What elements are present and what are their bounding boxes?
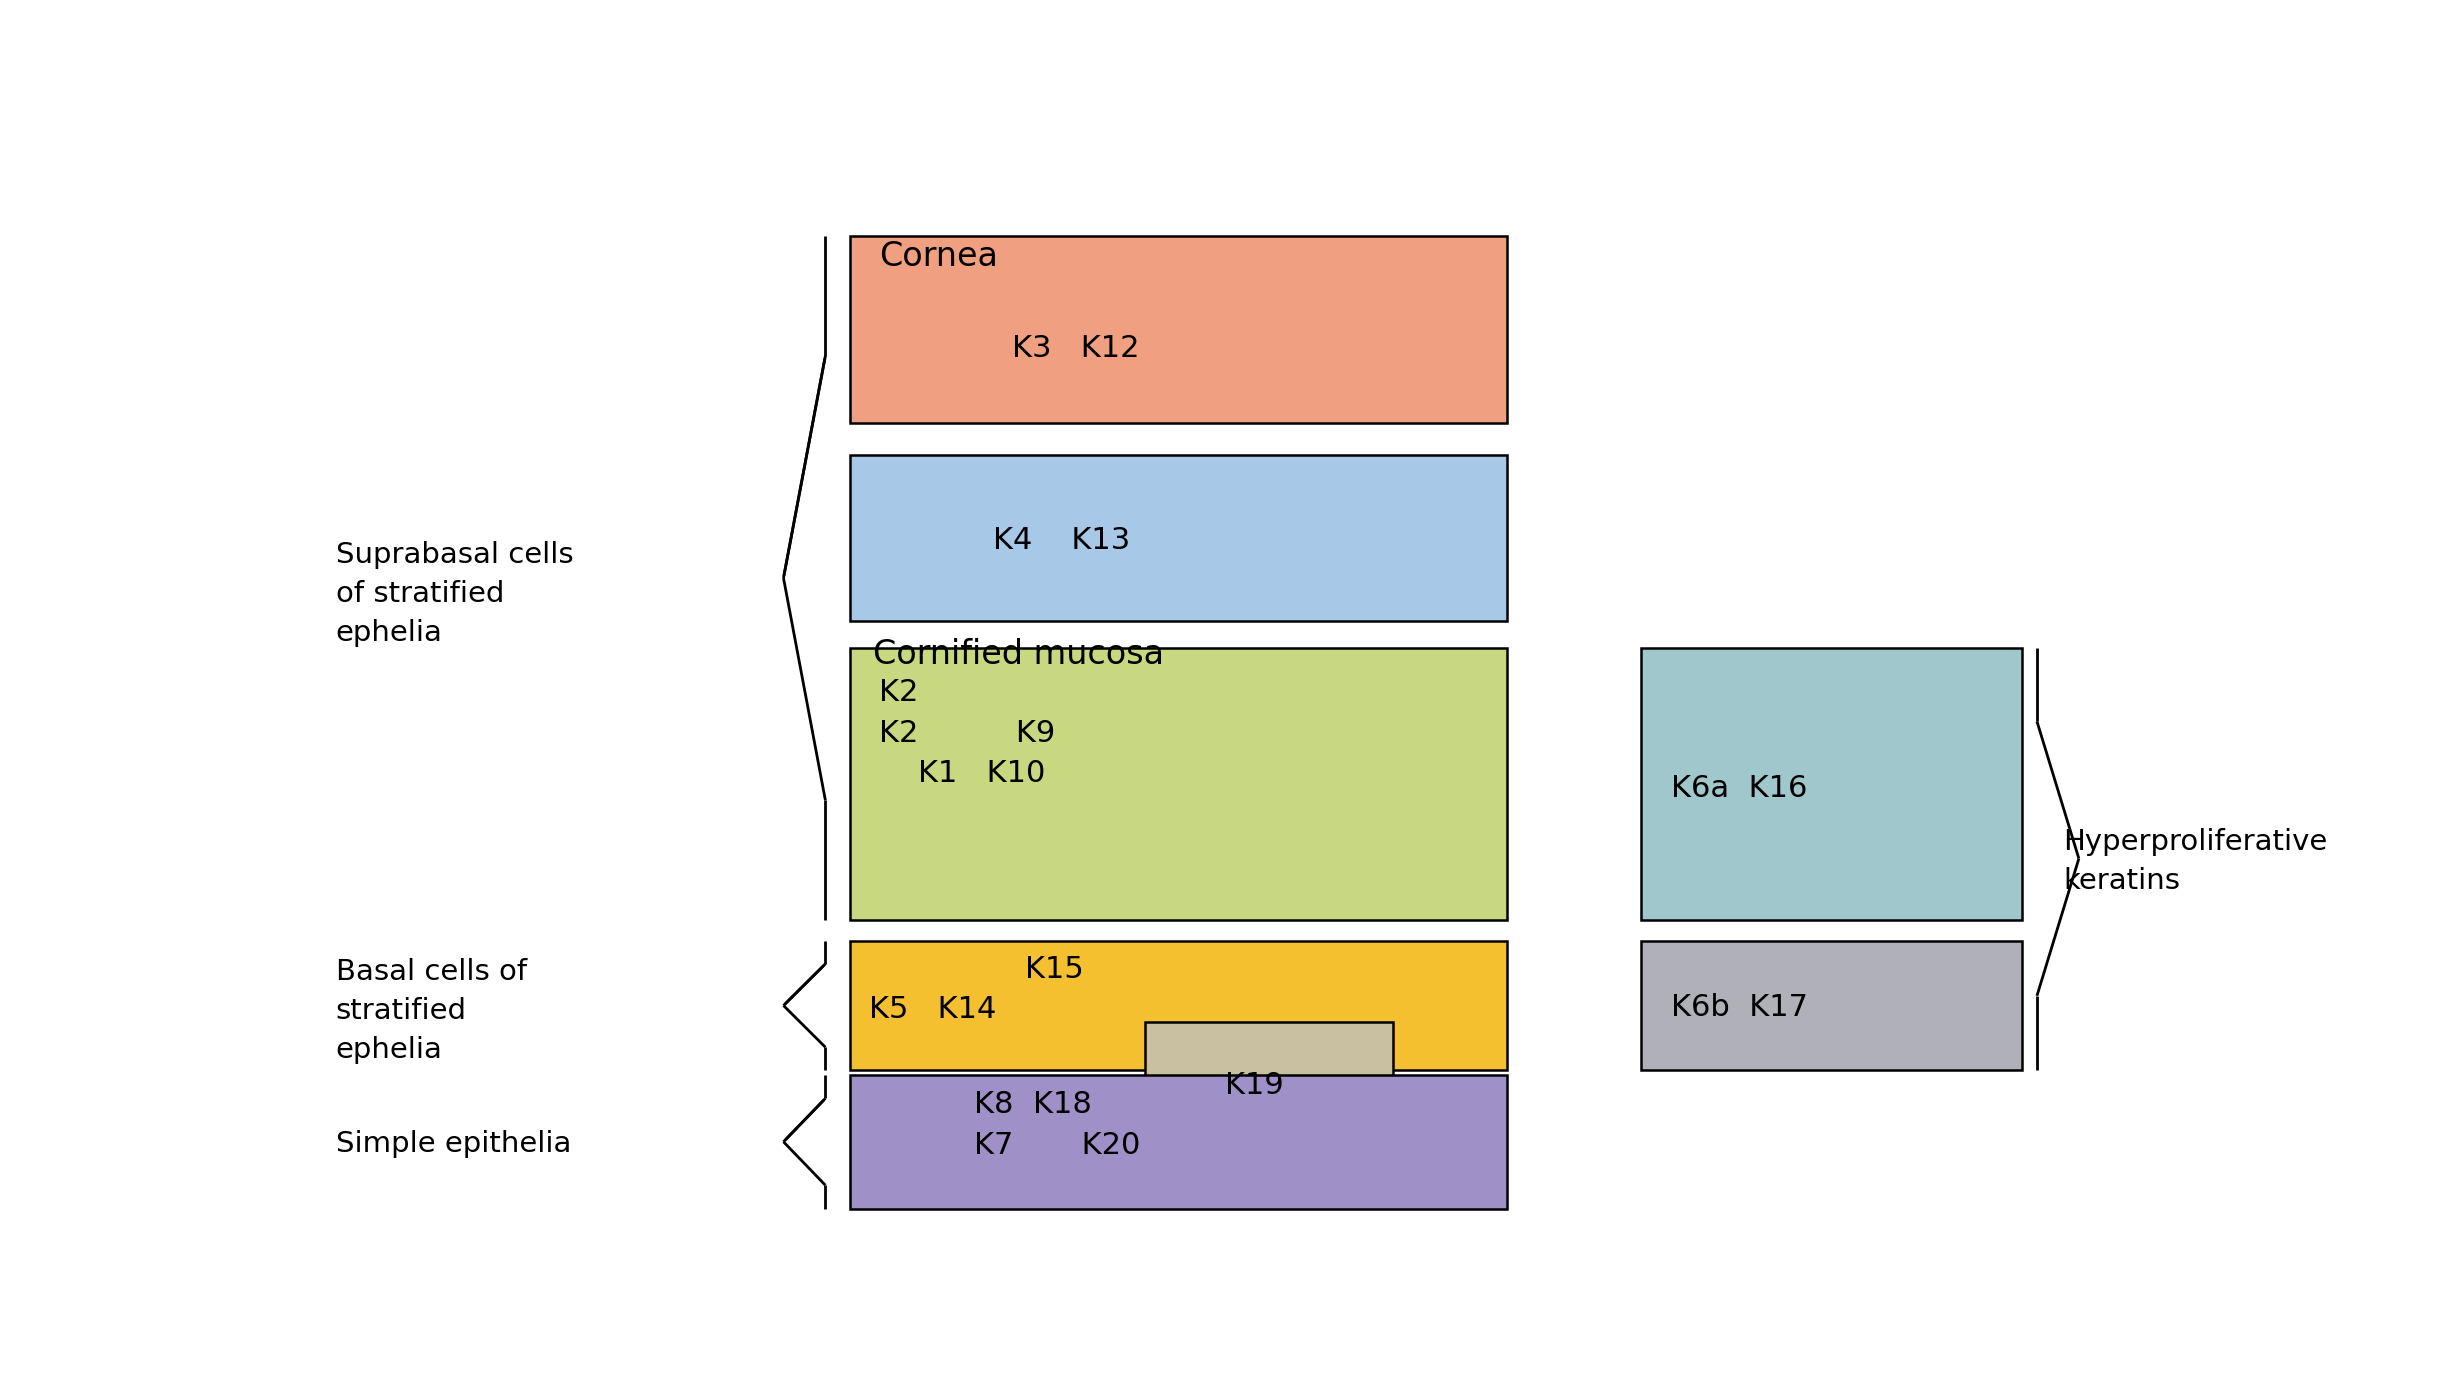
Text: K6b  K17: K6b K17 <box>1671 994 1809 1022</box>
Text: K6a  K16: K6a K16 <box>1671 775 1807 804</box>
Text: K2
K2          K9
    K1   K10: K2 K2 K9 K1 K10 <box>880 677 1054 788</box>
FancyBboxPatch shape <box>1642 941 2020 1070</box>
Text: Hyperproliferative
keratins: Hyperproliferative keratins <box>2065 827 2328 895</box>
Text: Suprabasal cells
of stratified
ephelia: Suprabasal cells of stratified ephelia <box>337 541 573 647</box>
Text: K3   K12: K3 K12 <box>1013 333 1141 362</box>
FancyBboxPatch shape <box>850 941 1507 1070</box>
Text: K15
K5   K14: K15 K5 K14 <box>870 955 1084 1024</box>
Text: Cornea: Cornea <box>880 240 998 273</box>
FancyBboxPatch shape <box>850 1074 1507 1209</box>
Text: K19: K19 <box>1227 1072 1283 1101</box>
Text: K4    K13: K4 K13 <box>993 526 1131 555</box>
FancyBboxPatch shape <box>850 647 1507 920</box>
Text: Basal cells of
stratified
ephelia: Basal cells of stratified ephelia <box>337 958 526 1063</box>
Text: K8  K18
K7       K20: K8 K18 K7 K20 <box>973 1091 1141 1160</box>
FancyBboxPatch shape <box>850 455 1507 620</box>
Text: Simple epithelia: Simple epithelia <box>337 1130 570 1159</box>
Text: Cornified mucosa: Cornified mucosa <box>873 638 1165 670</box>
FancyBboxPatch shape <box>1642 647 2020 920</box>
FancyBboxPatch shape <box>850 236 1507 423</box>
FancyBboxPatch shape <box>1145 1022 1394 1140</box>
